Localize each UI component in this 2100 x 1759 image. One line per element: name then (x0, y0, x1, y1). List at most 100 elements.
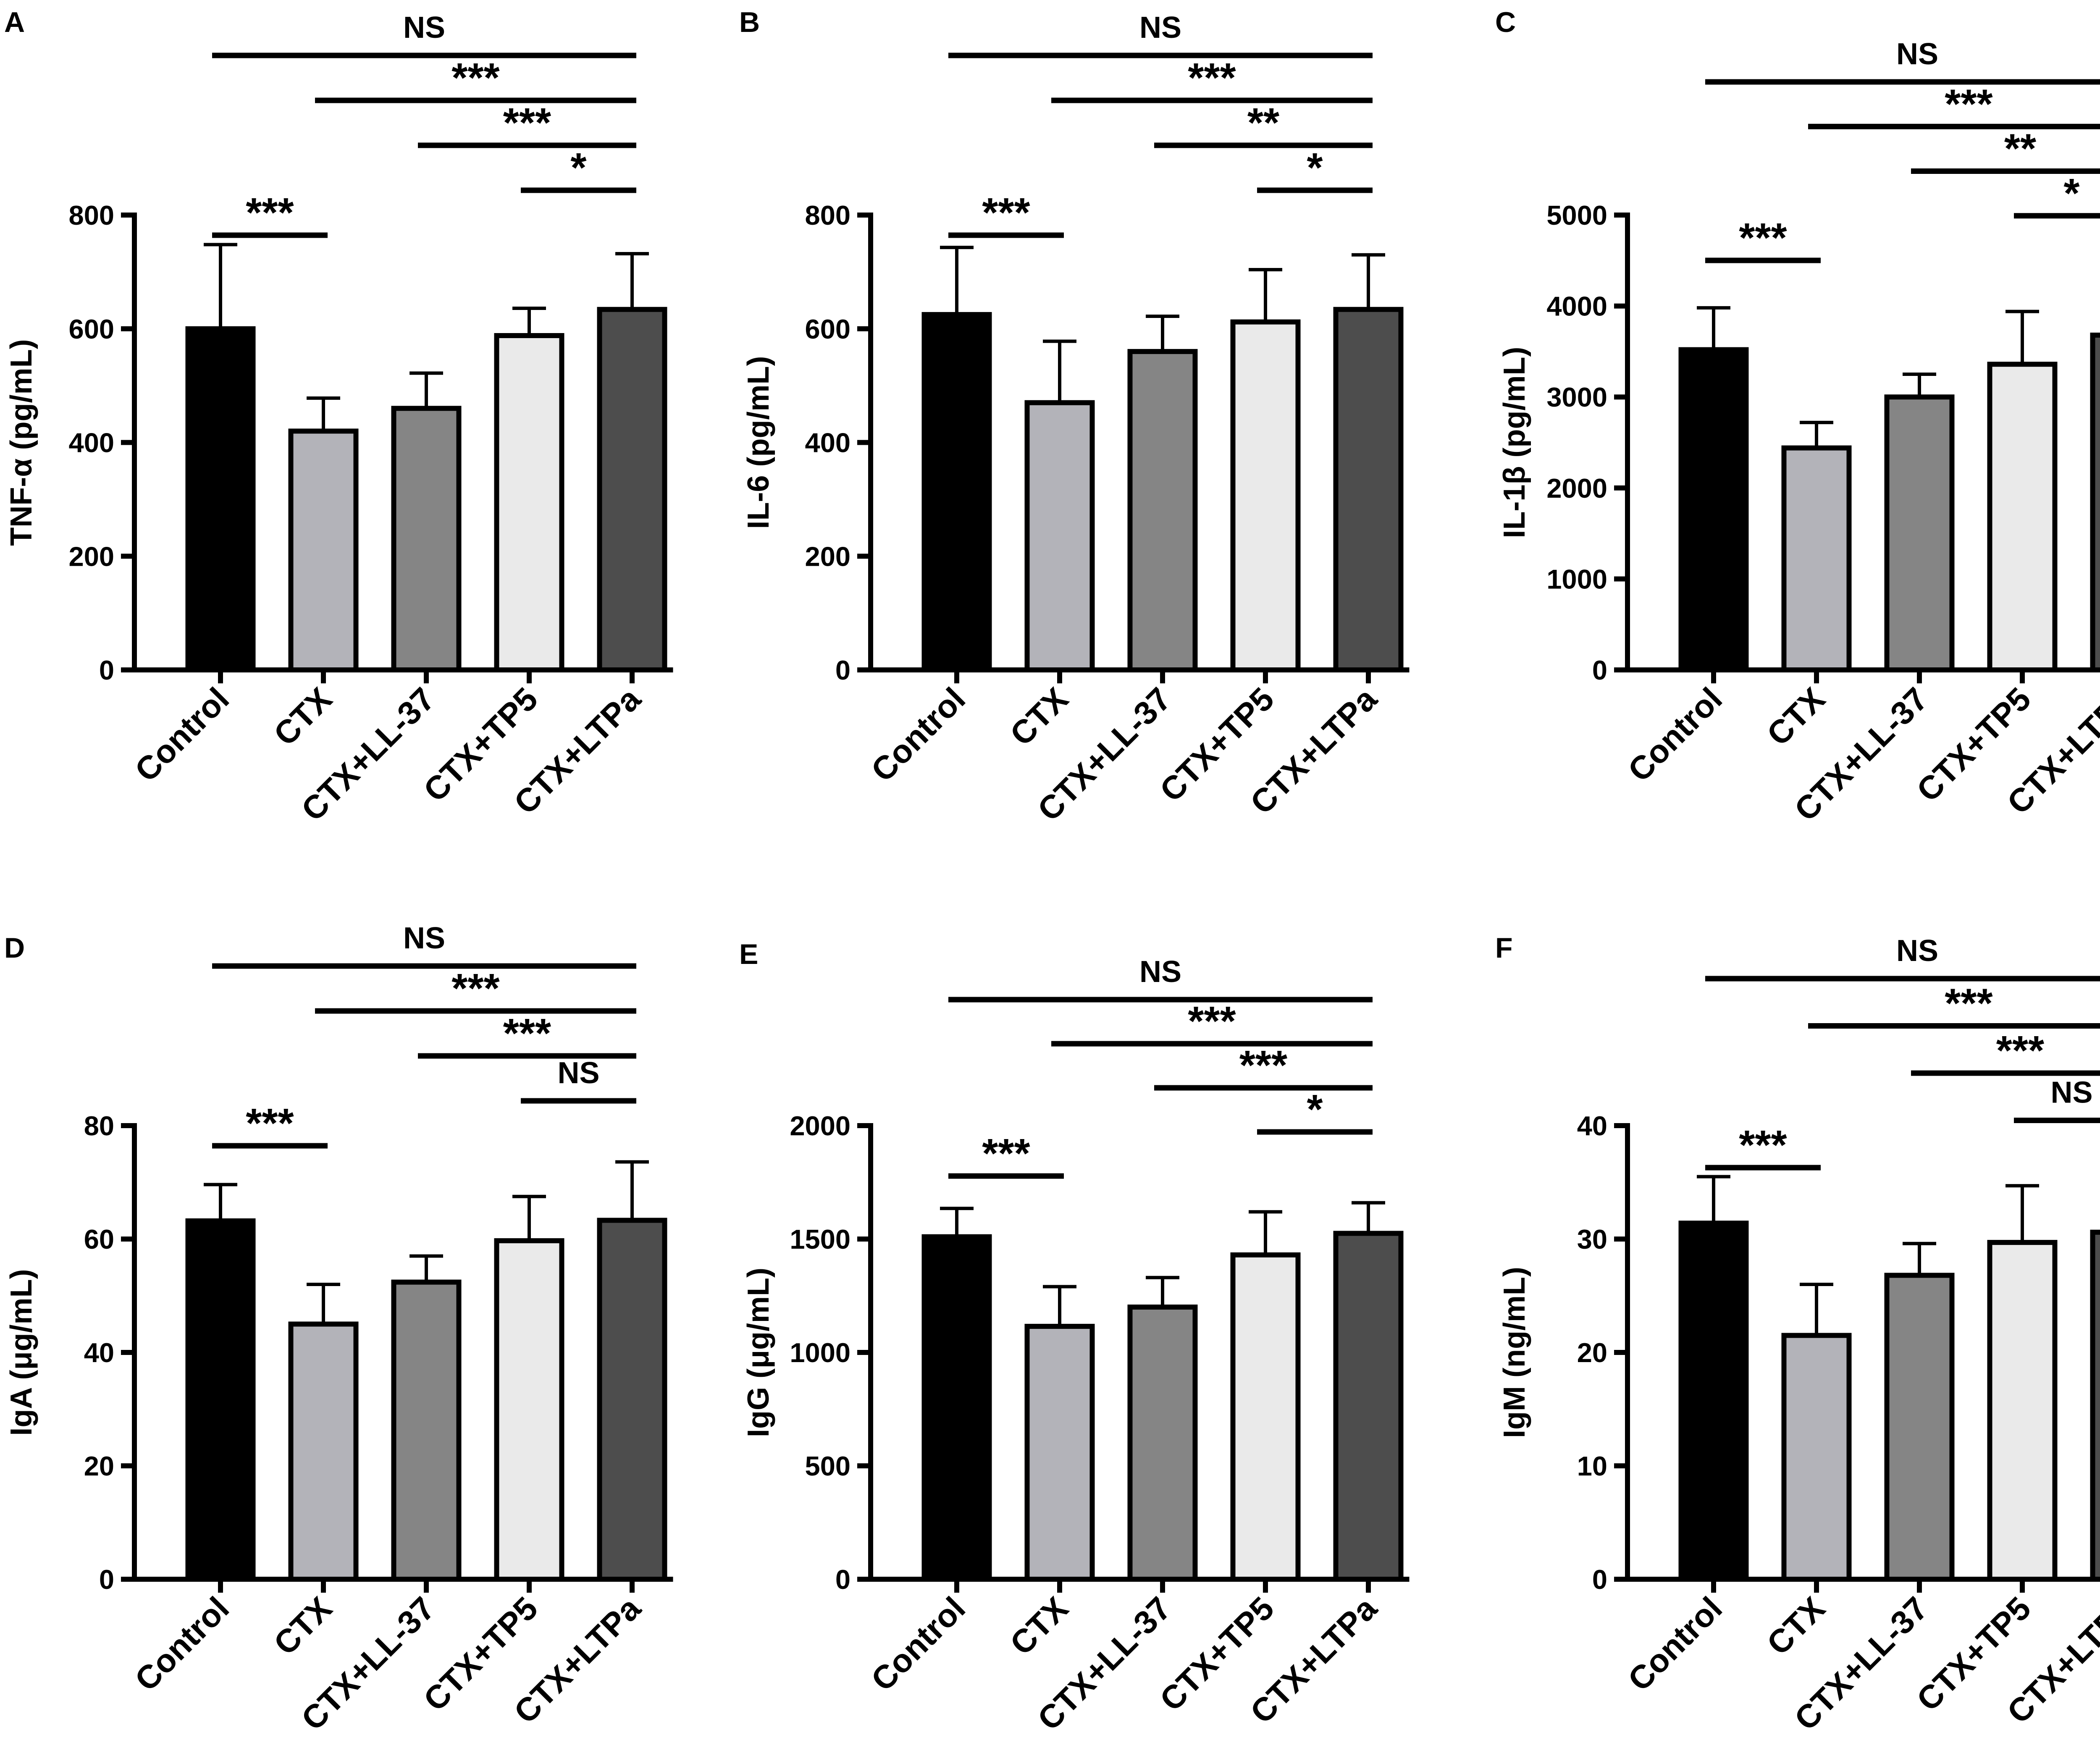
significance-label: *** (1739, 1122, 1787, 1168)
bar (921, 1234, 992, 1582)
significance-label: NS (403, 922, 445, 955)
significance-label: *** (452, 965, 500, 1011)
significance-label: *** (982, 1130, 1030, 1176)
y-tick-label: 200 (805, 541, 850, 572)
bar (185, 1218, 256, 1582)
bar (1987, 362, 2058, 672)
y-tick-label: 1000 (1546, 564, 1607, 594)
y-tick-label: 500 (805, 1451, 850, 1481)
bar (1884, 1273, 1955, 1582)
bar (185, 326, 256, 672)
significance-label: *** (503, 100, 551, 146)
significance-label: *** (246, 1100, 294, 1146)
bar (2090, 1229, 2100, 1582)
bar (1987, 1240, 2058, 1582)
bar (1333, 1231, 1404, 1582)
significance-label: NS (1139, 11, 1181, 45)
y-tick-label: 40 (84, 1337, 114, 1368)
y-tick-label: 20 (1577, 1337, 1607, 1368)
significance-label: *** (982, 189, 1030, 236)
bar (1678, 347, 1749, 672)
bar (288, 428, 359, 673)
y-tick-label: 0 (835, 655, 850, 685)
significance-label: *** (503, 1010, 551, 1056)
y-tick-label: 800 (805, 200, 850, 231)
bar (597, 1218, 667, 1582)
panel-letter: E (739, 938, 758, 970)
significance-label: NS (1896, 934, 1938, 968)
bar (1781, 1333, 1852, 1582)
significance-label: * (1307, 144, 1323, 191)
panel-letter: D (4, 932, 25, 964)
y-tick-label: 600 (69, 314, 114, 344)
y-tick-label: 0 (99, 1564, 114, 1595)
y-axis-title: IgM (ng/mL) (1498, 1267, 1531, 1438)
bar (597, 307, 667, 672)
significance-label: *** (1188, 55, 1236, 101)
y-tick-label: 400 (69, 428, 114, 458)
y-tick-label: 80 (84, 1111, 114, 1141)
significance-label: *** (1945, 980, 1993, 1027)
y-tick-label: 200 (69, 541, 114, 572)
y-axis-title: IL-6 (pg/mL) (742, 356, 775, 529)
significance-label: *** (1188, 998, 1236, 1044)
bar (1230, 319, 1301, 672)
y-axis-title: TNF-α (pg/mL) (5, 339, 38, 546)
y-tick-label: 3000 (1546, 382, 1607, 412)
bar (1127, 1305, 1198, 1582)
y-axis-title: IgA (μg/mL) (5, 1269, 38, 1436)
bar (288, 1321, 359, 1582)
significance-label: NS (1896, 37, 1938, 71)
significance-label: * (1307, 1086, 1323, 1132)
bar (1024, 400, 1095, 672)
y-tick-label: 10 (1577, 1451, 1607, 1481)
y-tick-label: 2000 (790, 1111, 850, 1141)
y-tick-label: 20 (84, 1451, 114, 1481)
bar (921, 312, 992, 672)
bar (1333, 307, 1404, 672)
y-tick-label: 600 (805, 314, 850, 344)
y-tick-label: 40 (1577, 1111, 1607, 1141)
significance-label: *** (452, 55, 500, 101)
bar (391, 406, 462, 672)
significance-label: ** (2004, 126, 2037, 172)
y-tick-label: 0 (1592, 1564, 1607, 1595)
significance-label: *** (1996, 1027, 2045, 1074)
significance-label: *** (1945, 81, 1993, 127)
panel-letter: B (739, 6, 760, 38)
y-tick-label: 1500 (790, 1224, 850, 1255)
bar (494, 1238, 564, 1582)
bar (1781, 445, 1852, 672)
significance-label: ** (1247, 100, 1280, 146)
significance-label: NS (557, 1056, 599, 1090)
bar (2090, 332, 2100, 672)
significance-label: NS (2050, 1076, 2092, 1110)
significance-label: *** (246, 189, 294, 236)
y-tick-label: 4000 (1546, 291, 1607, 322)
significance-label: * (570, 144, 587, 191)
bar (1678, 1221, 1749, 1582)
significance-label: *** (1739, 215, 1787, 261)
y-tick-label: 30 (1577, 1224, 1607, 1255)
y-tick-label: 800 (69, 200, 114, 231)
y-tick-label: 1000 (790, 1337, 850, 1368)
bar (391, 1279, 462, 1582)
y-tick-label: 60 (84, 1224, 114, 1255)
significance-label: * (2063, 170, 2080, 216)
panel-letter: A (4, 6, 25, 38)
bar (1127, 349, 1198, 672)
bar (1230, 1252, 1301, 1582)
y-tick-label: 5000 (1546, 200, 1607, 231)
y-tick-label: 0 (99, 655, 114, 685)
y-tick-label: 0 (835, 1564, 850, 1595)
y-tick-label: 0 (1592, 655, 1607, 685)
significance-label: *** (1239, 1042, 1288, 1088)
bar (494, 333, 564, 672)
y-axis-title: IgG (μg/mL) (742, 1268, 775, 1437)
y-axis-title: IL-1β (pg/mL) (1498, 347, 1531, 538)
y-tick-label: 2000 (1546, 473, 1607, 504)
significance-label: NS (403, 11, 445, 45)
bar (1024, 1323, 1095, 1582)
panel-letter: C (1495, 6, 1516, 38)
